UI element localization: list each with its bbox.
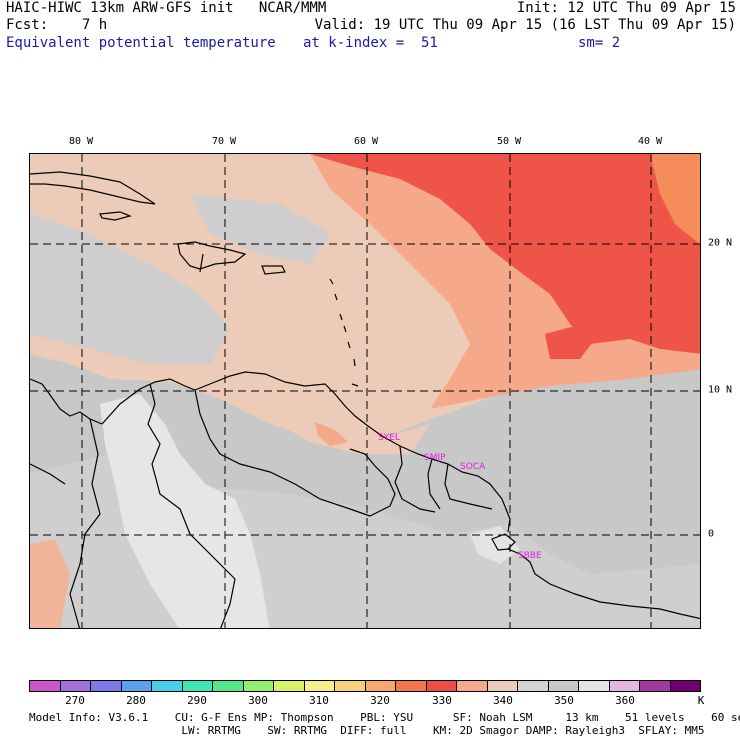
- colorbar-swatch: [365, 681, 396, 691]
- colorbar-swatch: [304, 681, 335, 691]
- field-red-core: [310, 154, 700, 354]
- field-salmon-coast: [315, 422, 348, 446]
- colorbar-swatch: [518, 681, 549, 691]
- colorbar-swatch: [487, 681, 518, 691]
- cb-label: 320: [370, 694, 390, 707]
- graticule: [30, 154, 700, 628]
- colorbar-swatch: [30, 681, 61, 691]
- colorbar-swatch: [426, 681, 457, 691]
- cb-label: 300: [248, 694, 268, 707]
- field-light-gray-andes: [100, 394, 270, 628]
- colorbar-swatch: [213, 681, 244, 691]
- field-red-patch: [545, 326, 595, 359]
- cb-label: 270: [65, 694, 85, 707]
- colorbar-swatch: [670, 681, 700, 691]
- colorbar-swatch: [152, 681, 183, 691]
- theta-e-map: SYEL SMJP SOCA SBBE: [29, 153, 701, 629]
- lon-label-60w: 60 W: [353, 136, 379, 147]
- colorbar: [29, 680, 701, 692]
- forecast-hour: Fcst: 7 h: [6, 17, 108, 33]
- lat-label-10n: 10 N: [708, 384, 733, 396]
- cb-label: 330: [432, 694, 452, 707]
- colorbar-swatch: [274, 681, 305, 691]
- model-title: HAIC-HIWC 13km ARW-GFS init NCAR/MMM: [6, 0, 327, 16]
- cb-label: 360: [615, 694, 635, 707]
- colorbar-swatch: [243, 681, 274, 691]
- colorbar-swatch: [182, 681, 213, 691]
- lon-label-70w: 70 W: [211, 136, 237, 147]
- lon-label-50w: 50 W: [496, 136, 522, 147]
- cb-label: 290: [187, 694, 207, 707]
- cb-label: 280: [126, 694, 146, 707]
- field-salmon-sw: [30, 539, 70, 628]
- cb-label: 310: [309, 694, 329, 707]
- colorbar-swatch: [640, 681, 671, 691]
- colorbar-swatch: [579, 681, 610, 691]
- station-syel: SYEL: [378, 433, 400, 443]
- level-label: at k-index = 51: [303, 35, 438, 51]
- lat-label-20n: 20 N: [708, 237, 733, 249]
- model-info-line1: Model Info: V3.6.1 CU: G-F Ens MP: Thomp…: [29, 711, 740, 724]
- lat-label-eq: 0: [708, 528, 715, 540]
- map-canvas: SYEL SMJP SOCA SBBE: [30, 154, 700, 628]
- station-smjp: SMJP: [424, 453, 446, 463]
- colorbar-swatch: [121, 681, 152, 691]
- field-orange-corner: [650, 154, 700, 245]
- colorbar-swatch: [335, 681, 366, 691]
- coastlines: [30, 171, 700, 628]
- station-soca: SOCA: [460, 462, 486, 472]
- colorbar-swatch: [396, 681, 427, 691]
- colorbar-swatch: [548, 681, 579, 691]
- colorbar-labels: 270 280 290 300 310 320 330 340 350 360 …: [29, 694, 704, 707]
- field-gray-west: [30, 214, 230, 364]
- lon-label-80w: 80 W: [68, 136, 94, 147]
- colorbar-swatch: [60, 681, 91, 691]
- field-name: Equivalent potential temperature: [6, 35, 276, 51]
- smoothing-label: sm= 2: [578, 35, 621, 51]
- cb-label: 340: [493, 694, 513, 707]
- station-sbbe: SBBE: [518, 551, 542, 561]
- colorbar-swatch: [457, 681, 488, 691]
- cb-unit: K: [697, 694, 705, 707]
- model-info-line2: LW: RRTMG SW: RRTMG DIFF: full KM: 2D Sm…: [29, 724, 705, 737]
- colorbar-swatch: [609, 681, 640, 691]
- lon-label-40w: 40 W: [637, 136, 663, 147]
- valid-time: Valid: 19 UTC Thu 09 Apr 15 (16 LST Thu …: [314, 17, 736, 33]
- cb-label: 350: [554, 694, 574, 707]
- colorbar-swatch: [91, 681, 122, 691]
- init-time: Init: 12 UTC Thu 09 Apr 15: [516, 0, 736, 16]
